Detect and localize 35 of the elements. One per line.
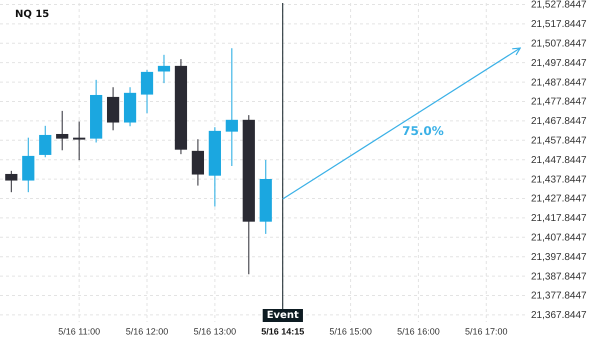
x-tick-label: 5/16 14:15 [261,326,304,336]
y-tick-label: 21,387.8447 [531,271,588,282]
y-tick-label: 21,517.8447 [531,19,588,30]
y-tick-label: 21,437.8447 [531,174,588,186]
x-tick-label: 5/16 12:00 [126,326,168,336]
ref-line-label: Event [266,310,299,321]
y-tick-label: 21,427.8447 [531,194,588,205]
candlestick [140,69,154,114]
y-tick-label: 21,397.8447 [531,252,588,263]
y-tick-label: 21,447.8447 [531,154,588,166]
x-tick-label: 5/16 17:00 [465,326,508,336]
y-tick-label: 21,367.8447 [531,310,588,322]
y-tick-label: 21,487.8447 [531,77,588,88]
candlestick [192,138,204,186]
y-tick-label: 21,417.8447 [531,213,588,224]
candlestick [5,170,18,193]
x-tick-label: 5/16 11:00 [58,326,100,336]
y-tick-label: 21,407.8447 [531,232,588,244]
candlestick [158,54,170,84]
x-tick-label: 5/16 13:00 [194,326,236,336]
y-tick-label: 21,497.8447 [531,58,588,69]
x-tick-label: 5/16 15:00 [329,326,372,336]
y-tick-label: 21,467.8447 [531,116,588,128]
candlestick [73,121,86,161]
y-tick-label: 21,377.8447 [531,290,588,302]
candlestick [39,125,52,158]
text: NQ 15 [15,9,50,20]
y-tick-label: 21,507.8447 [531,38,588,50]
y-tick-label: 21,527.8447 [531,0,588,11]
x-tick-label: 5/16 16:00 [397,326,440,336]
candlestick [56,110,68,151]
candlestick [226,48,238,166]
y-tick-label: 21,477.8447 [531,96,588,108]
annotation: 75.0% [402,124,444,138]
y-tick-label: 21,457.8447 [531,135,588,146]
